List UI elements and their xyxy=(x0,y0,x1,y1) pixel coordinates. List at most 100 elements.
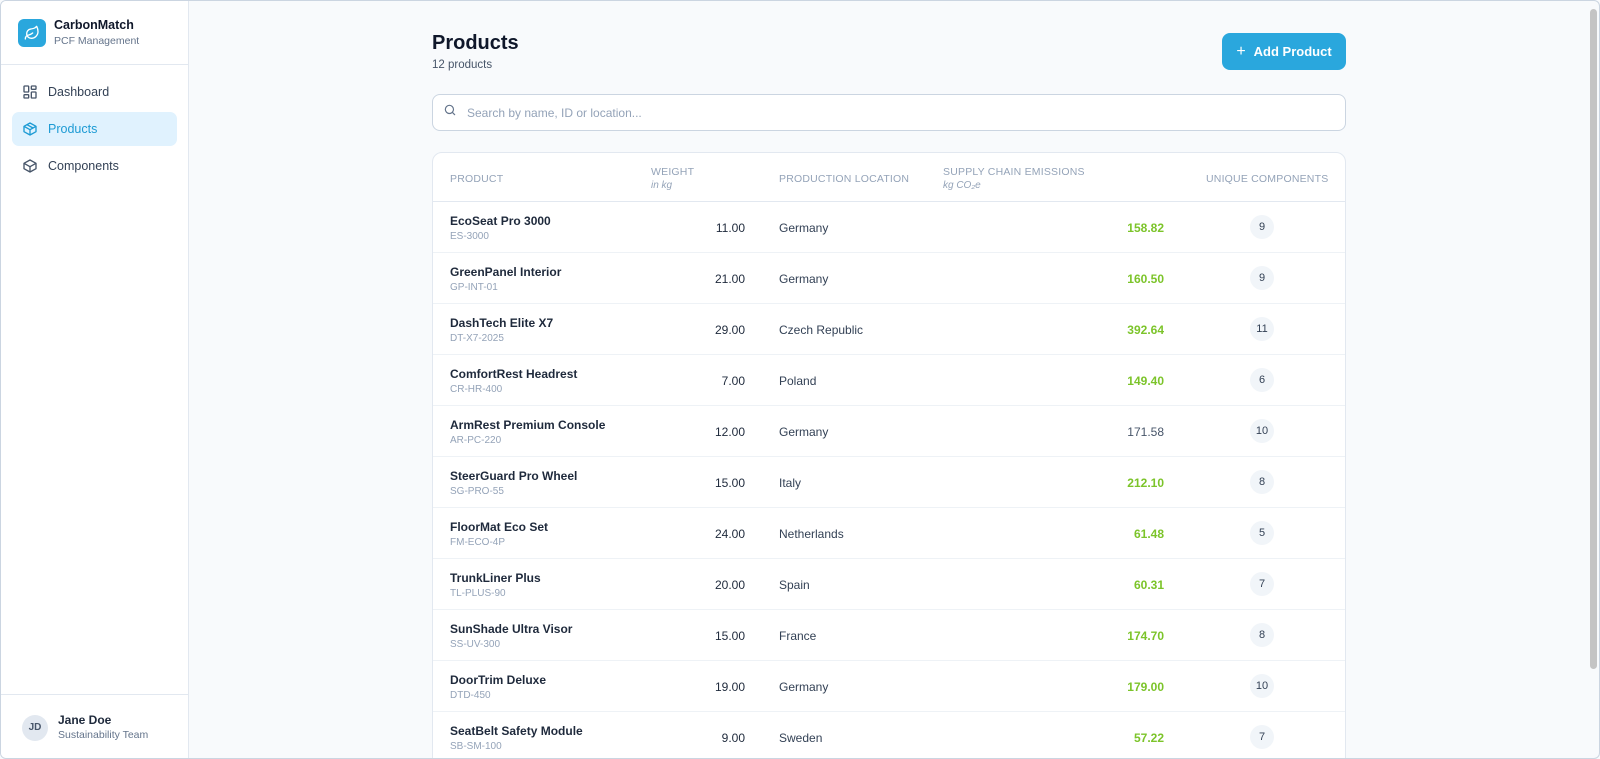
product-id: DT-X7-2025 xyxy=(450,333,504,344)
user-profile[interactable]: JD Jane Doe Sustainability Team xyxy=(1,694,188,758)
add-product-button[interactable]: + Add Product xyxy=(1222,33,1346,70)
production-location: Netherlands xyxy=(779,527,844,541)
supply-chain-emissions: 158.82 xyxy=(1127,221,1164,235)
app-subtitle: PCF Management xyxy=(54,34,140,47)
production-location: Poland xyxy=(779,374,817,388)
product-name[interactable]: ComfortRest Headrest xyxy=(450,367,578,381)
column-header-product[interactable]: PRODUCT xyxy=(450,173,504,185)
avatar: JD xyxy=(22,714,48,741)
unique-components-badge: 7 xyxy=(1250,572,1274,596)
product-name[interactable]: ArmRest Premium Console xyxy=(450,418,606,432)
product-name[interactable]: SunShade Ultra Visor xyxy=(450,622,573,636)
product-id: DTD-450 xyxy=(450,690,491,701)
supply-chain-emissions: 149.40 xyxy=(1127,374,1164,388)
product-name[interactable]: EcoSeat Pro 3000 xyxy=(450,214,551,228)
product-id: SB-SM-100 xyxy=(450,741,502,752)
table-row[interactable]: ArmRest Premium Console AR-PC-220 12.00 Ger… xyxy=(433,406,1345,457)
search-input[interactable] xyxy=(467,105,1307,120)
supply-chain-emissions: 160.50 xyxy=(1127,272,1164,286)
unique-components-badge: 6 xyxy=(1250,368,1274,392)
product-name[interactable]: TrunkLiner Plus xyxy=(450,571,541,585)
product-weight: 7.00 xyxy=(721,374,745,388)
brand[interactable]: CarbonMatch PCF Management xyxy=(1,1,188,65)
product-id: GP-INT-01 xyxy=(450,282,498,293)
table-row[interactable]: EcoSeat Pro 3000 ES-3000 11.00 Germany 158.8… xyxy=(433,202,1345,253)
table-row[interactable]: DashTech Elite X7 DT-X7-2025 29.00 Czech Re… xyxy=(433,304,1345,355)
plus-icon: + xyxy=(1236,42,1246,60)
product-name[interactable]: SeatBelt Safety Module xyxy=(450,724,583,738)
product-name[interactable]: DoorTrim Deluxe xyxy=(450,673,547,687)
column-header-emissions[interactable]: SUPPLY CHAIN EMISSIONS kg CO₂e xyxy=(943,166,1085,191)
product-id: SS-UV-300 xyxy=(450,639,501,650)
supply-chain-emissions: 171.58 xyxy=(1127,425,1164,439)
table-header: PRODUCT WEIGHT in kg PRODUCTION LOCATION… xyxy=(433,153,1345,202)
table-row[interactable]: DoorTrim Deluxe DTD-450 19.00 Germany 179.00… xyxy=(433,661,1345,712)
sidebar-item-components[interactable]: Components xyxy=(12,149,177,183)
sidebar: CarbonMatch PCF Management Dashboard xyxy=(1,1,189,758)
sidebar-nav: Dashboard Products Components xyxy=(1,65,188,196)
product-weight: 9.00 xyxy=(721,731,745,745)
unique-components-badge: 11 xyxy=(1250,317,1274,341)
product-count: 12 products xyxy=(432,59,493,71)
products-table: PRODUCT WEIGHT in kg PRODUCTION LOCATION… xyxy=(432,152,1346,758)
product-weight: 12.00 xyxy=(714,425,745,439)
product-id: FM-ECO-4P xyxy=(450,537,505,548)
table-row[interactable]: GreenPanel Interior GP-INT-01 21.00 Germany… xyxy=(433,253,1345,304)
table-body: EcoSeat Pro 3000 ES-3000 11.00 Germany 158.8… xyxy=(433,202,1345,758)
sidebar-item-dashboard[interactable]: Dashboard xyxy=(12,75,177,109)
production-location: Czech Republic xyxy=(779,323,864,337)
table-row[interactable]: SteerGuard Pro Wheel SG-PRO-55 15.00 Italy 2… xyxy=(433,457,1345,508)
add-product-label: Add Product xyxy=(1253,44,1332,59)
product-weight: 15.00 xyxy=(714,629,745,643)
product-name[interactable]: GreenPanel Interior xyxy=(450,265,562,279)
table-row[interactable]: ComfortRest Headrest CR-HR-400 7.00 Poland 1… xyxy=(433,355,1345,406)
table-row[interactable]: SeatBelt Safety Module SB-SM-100 9.00 Swede… xyxy=(433,712,1345,758)
cube-icon xyxy=(22,158,38,174)
production-location: France xyxy=(779,629,817,643)
product-name[interactable]: SteerGuard Pro Wheel xyxy=(450,469,578,483)
unique-components-badge: 5 xyxy=(1250,521,1274,545)
user-name: Jane Doe xyxy=(58,713,112,727)
product-name[interactable]: DashTech Elite X7 xyxy=(450,316,554,330)
unique-components-badge: 9 xyxy=(1250,215,1274,239)
product-weight: 24.00 xyxy=(714,527,745,541)
production-location: Germany xyxy=(779,272,829,286)
product-weight: 21.00 xyxy=(714,272,745,286)
column-header-weight[interactable]: WEIGHT in kg xyxy=(651,166,694,191)
column-header-weight-label: WEIGHT xyxy=(651,166,695,178)
sidebar-item-products[interactable]: Products xyxy=(12,112,177,146)
product-weight: 19.00 xyxy=(714,680,745,694)
user-team: Sustainability Team xyxy=(58,729,149,742)
product-id: TL-PLUS-90 xyxy=(450,588,506,599)
table-row[interactable]: SunShade Ultra Visor SS-UV-300 15.00 France… xyxy=(433,610,1345,661)
supply-chain-emissions: 179.00 xyxy=(1127,680,1164,694)
column-header-components[interactable]: UNIQUE COMPONENTS xyxy=(1206,173,1329,185)
product-id: SG-PRO-55 xyxy=(450,486,504,497)
product-id: AR-PC-220 xyxy=(450,435,502,446)
scrollbar[interactable] xyxy=(1590,9,1597,669)
table-row[interactable]: FloorMat Eco Set FM-ECO-4P 24.00 Netherland… xyxy=(433,508,1345,559)
product-weight: 15.00 xyxy=(714,476,745,490)
dashboard-grid-icon xyxy=(22,84,38,100)
supply-chain-emissions: 212.10 xyxy=(1127,476,1164,490)
supply-chain-emissions: 61.48 xyxy=(1133,527,1164,541)
page-title: Products xyxy=(432,32,519,54)
production-location: Italy xyxy=(779,476,802,490)
table-row[interactable]: TrunkLiner Plus TL-PLUS-90 20.00 Spain 60.31… xyxy=(433,559,1345,610)
unique-components-badge: 10 xyxy=(1250,419,1274,443)
weight-unit: in kg xyxy=(651,180,673,191)
column-header-location[interactable]: PRODUCTION LOCATION xyxy=(779,173,910,185)
product-weight: 20.00 xyxy=(714,578,745,592)
product-id: ES-3000 xyxy=(450,231,489,242)
unique-components-badge: 7 xyxy=(1250,725,1274,749)
search-icon xyxy=(443,103,457,122)
production-location: Germany xyxy=(779,221,829,235)
box-icon xyxy=(22,121,38,137)
production-location: Spain xyxy=(779,578,810,592)
sidebar-item-label: Components xyxy=(48,159,119,173)
product-name[interactable]: FloorMat Eco Set xyxy=(450,520,549,534)
unique-components-badge: 10 xyxy=(1250,674,1274,698)
product-weight: 11.00 xyxy=(715,221,745,235)
unique-components-badge: 8 xyxy=(1250,623,1274,647)
